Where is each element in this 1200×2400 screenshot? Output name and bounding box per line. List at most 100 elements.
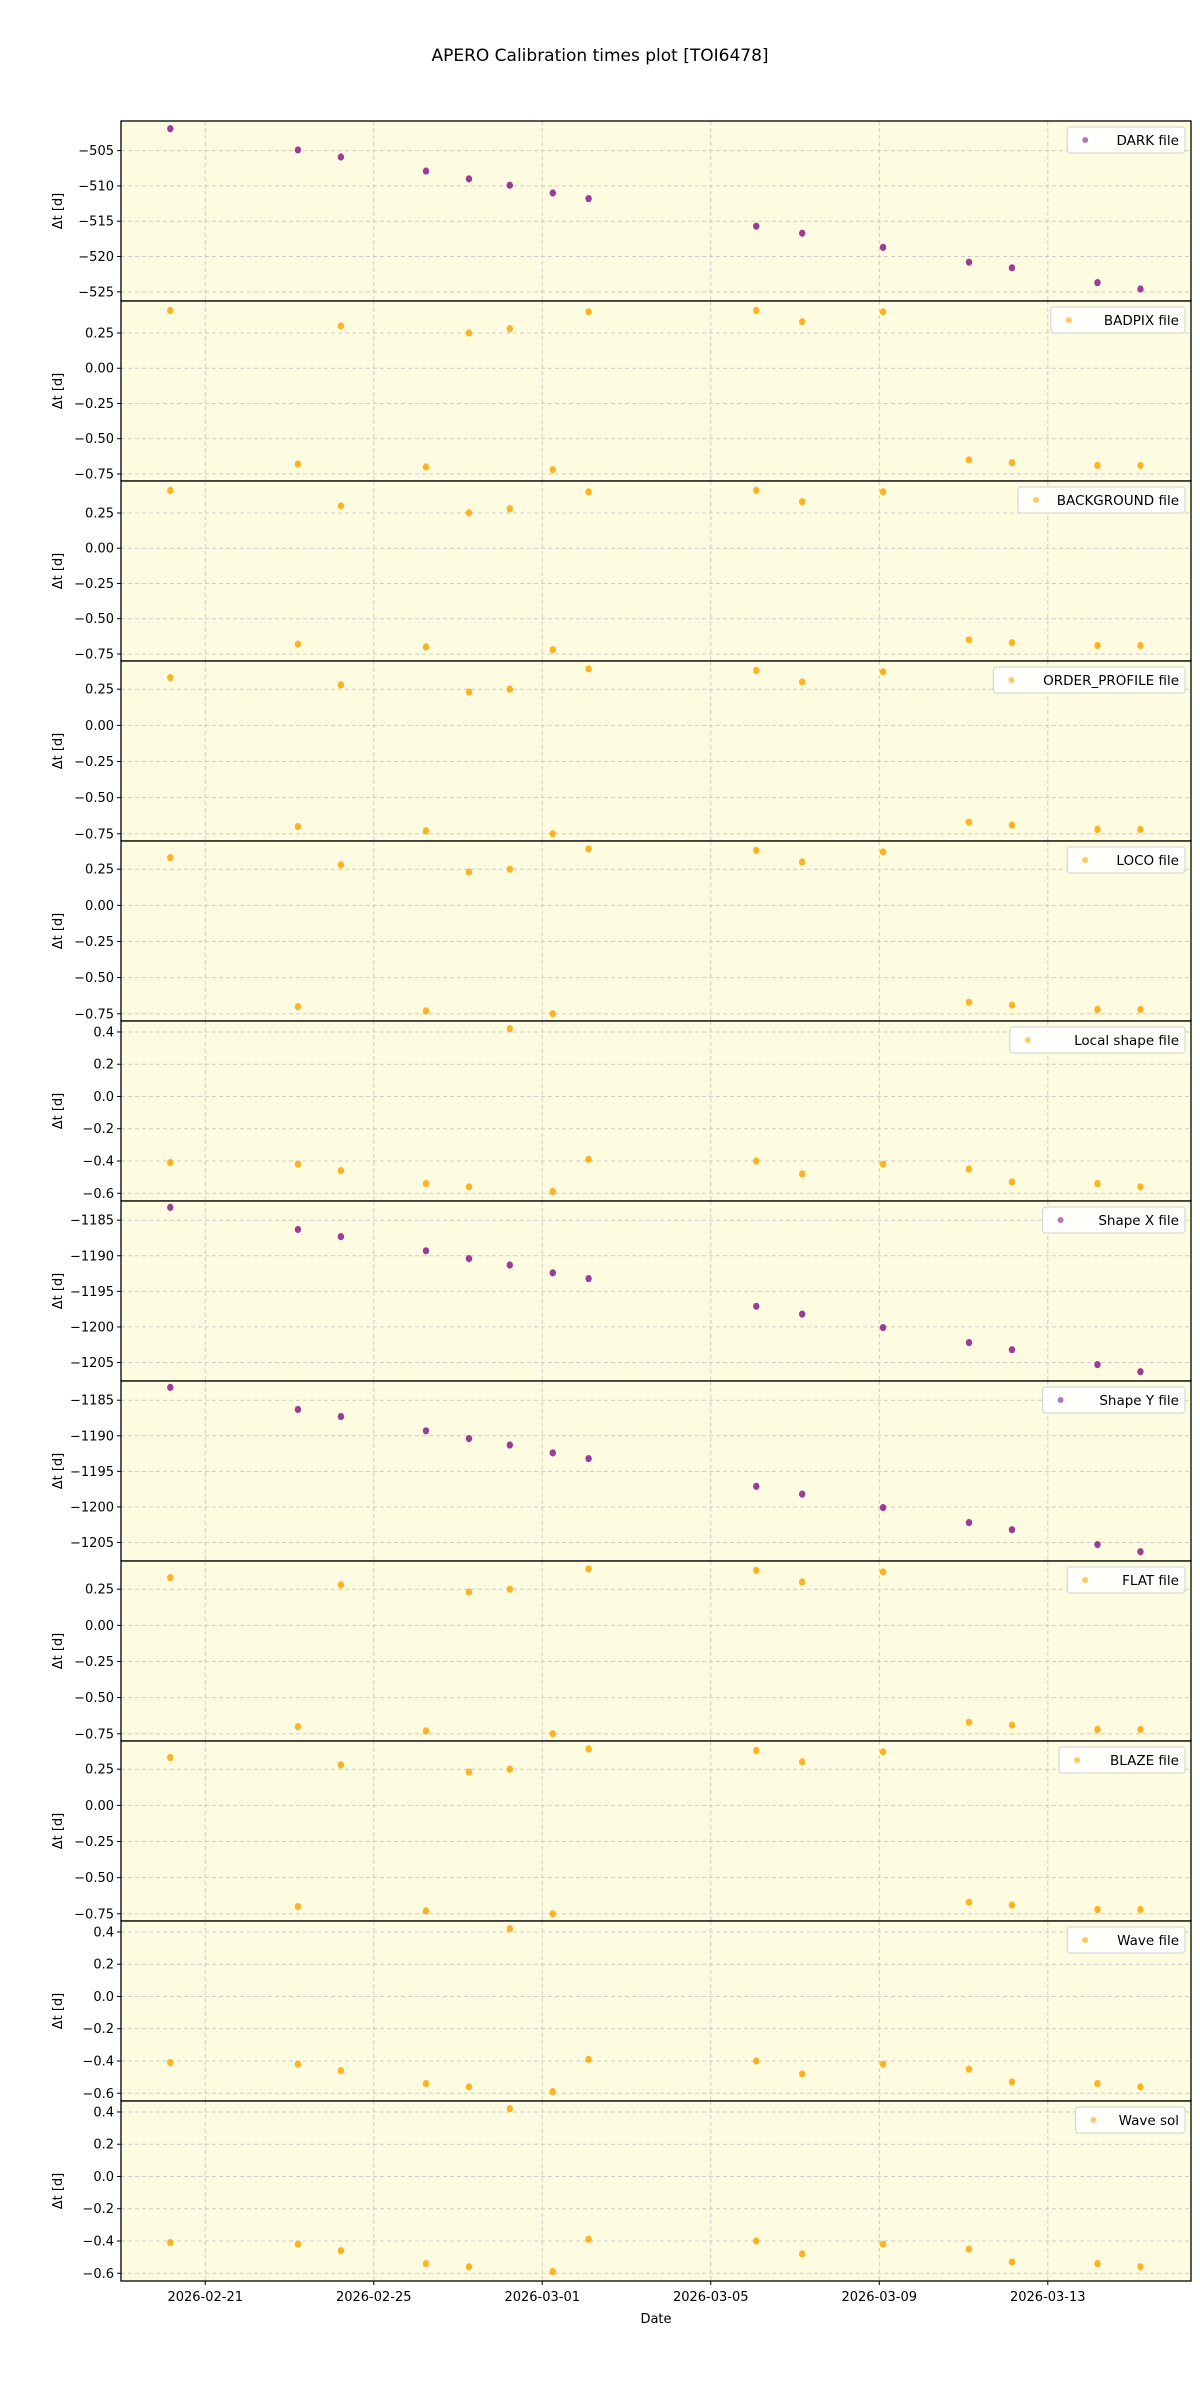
data-point: [506, 865, 514, 873]
legend-box: [992, 666, 1186, 694]
data-point: [422, 2259, 430, 2268]
panel-background: [121, 1741, 1191, 1921]
data-point: [965, 998, 973, 1006]
y-tick-label: 0.4: [93, 2105, 114, 2120]
legend-marker-icon: [1057, 1397, 1064, 1403]
data-point: [585, 1155, 592, 1163]
legend: Shape X file: [1042, 1206, 1186, 1234]
data-point: [585, 195, 592, 203]
data-point: [1094, 279, 1101, 287]
data-point: [422, 1727, 430, 1735]
legend-label: BACKGROUND file: [1057, 493, 1179, 509]
legend-box: [1042, 1206, 1186, 1234]
y-axis-label: Δt [d]: [51, 1453, 66, 1490]
legend-box: [1058, 1746, 1186, 1774]
data-point: [294, 460, 302, 468]
data-point: [753, 1302, 760, 1310]
y-tick-label: −0.4: [82, 1155, 114, 1170]
panel-frame: [120, 2100, 1192, 2282]
y-tick-label: 0.25: [85, 1763, 114, 1778]
panel-background: [121, 481, 1191, 661]
data-point: [879, 668, 887, 676]
y-tick-label: −0.75: [74, 1727, 114, 1742]
data-point: [465, 1768, 473, 1776]
y-tick-label: −0.25: [74, 935, 114, 950]
y-axis-label: Δt [d]: [51, 913, 66, 950]
data-point: [798, 1758, 806, 1766]
data-point: [465, 2263, 473, 2271]
y-axis-label: Δt [d]: [51, 2173, 66, 2210]
data-point: [879, 243, 887, 251]
y-tick-label: −0.2: [82, 2022, 114, 2037]
legend: BLAZE file: [1058, 1746, 1186, 1774]
y-tick-label: −1205: [70, 1536, 114, 1551]
y-axis-label: Δt [d]: [51, 1633, 66, 1670]
data-point: [1008, 1901, 1016, 1909]
data-point: [167, 1574, 174, 1582]
y-tick-label: 0.0: [93, 1990, 114, 2005]
panel-shape-y-file: −1185 −1190 −1195 −1200 −1205 Δt [d] Shape Y f…: [51, 1380, 1192, 1562]
data-point: [506, 1765, 514, 1773]
data-point: [965, 1898, 973, 1906]
data-point: [1094, 1905, 1101, 1914]
y-tick-label: 0.25: [85, 863, 114, 878]
y-tick-label: −510: [78, 179, 114, 194]
data-point: [294, 146, 302, 154]
legend-box: [1050, 306, 1186, 334]
y-tick-label: −520: [78, 250, 114, 265]
data-point: [1094, 825, 1101, 834]
legend-marker-icon: [1065, 317, 1072, 323]
y-tick-label: 0.0: [93, 2170, 114, 2185]
data-point: [506, 1025, 514, 1033]
legend-label: LOCO file: [1116, 853, 1179, 869]
data-point: [167, 1383, 174, 1392]
legend-label: Shape Y file: [1099, 1393, 1179, 1409]
y-axis-label: Δt [d]: [51, 553, 66, 590]
legend: BADPIX file: [1050, 306, 1186, 334]
y-axis-label: Δt [d]: [51, 733, 66, 770]
data-point: [1137, 1905, 1144, 1914]
y-tick-label: −0.50: [74, 612, 114, 627]
data-point: [167, 1203, 174, 1212]
data-point: [965, 2245, 973, 2253]
data-point: [798, 678, 806, 686]
data-point: [1008, 264, 1016, 272]
data-point: [879, 488, 887, 496]
legend: Wave sol: [1074, 2106, 1186, 2134]
data-point: [879, 1160, 887, 1168]
x-tick-label: 2026-03-13: [1010, 2290, 1086, 2305]
chart-title: APERO Calibration times plot [TOI6478]: [431, 46, 768, 66]
data-point: [294, 1002, 302, 1011]
data-point: [1094, 641, 1101, 650]
data-point: [337, 502, 345, 510]
y-tick-label: −0.50: [74, 1691, 114, 1706]
data-point: [167, 2059, 174, 2067]
y-tick-label: −0.75: [74, 1007, 114, 1022]
y-tick-label: −0.6: [82, 2087, 114, 2102]
data-point: [167, 125, 174, 133]
data-point: [753, 2057, 760, 2065]
data-point: [798, 2070, 806, 2078]
y-tick-label: −0.75: [74, 1907, 114, 1922]
data-point: [798, 229, 806, 237]
data-point: [965, 818, 973, 826]
y-tick-label: −0.6: [82, 2267, 114, 2282]
data-point: [465, 868, 473, 876]
data-point: [294, 2240, 302, 2248]
data-point: [1094, 1005, 1101, 1014]
y-tick-label: −0.50: [74, 971, 114, 986]
data-point: [1008, 1178, 1016, 1186]
y-tick-label: 0.2: [93, 2138, 114, 2153]
y-tick-label: −0.50: [74, 432, 114, 447]
data-point: [549, 1449, 556, 1457]
data-point: [1094, 1725, 1101, 1734]
data-point: [879, 2240, 887, 2248]
data-point: [167, 854, 174, 862]
data-point: [167, 674, 174, 682]
y-tick-label: 0.2: [93, 1958, 114, 1973]
data-point: [879, 2060, 887, 2068]
panel-flat-file: 0.25 0.00 −0.25 −0.50 −0.75 Δt [d] FLAT file: [51, 1560, 1192, 1742]
legend-label: Wave file: [1117, 1933, 1179, 1949]
legend-marker-icon: [1008, 677, 1015, 683]
